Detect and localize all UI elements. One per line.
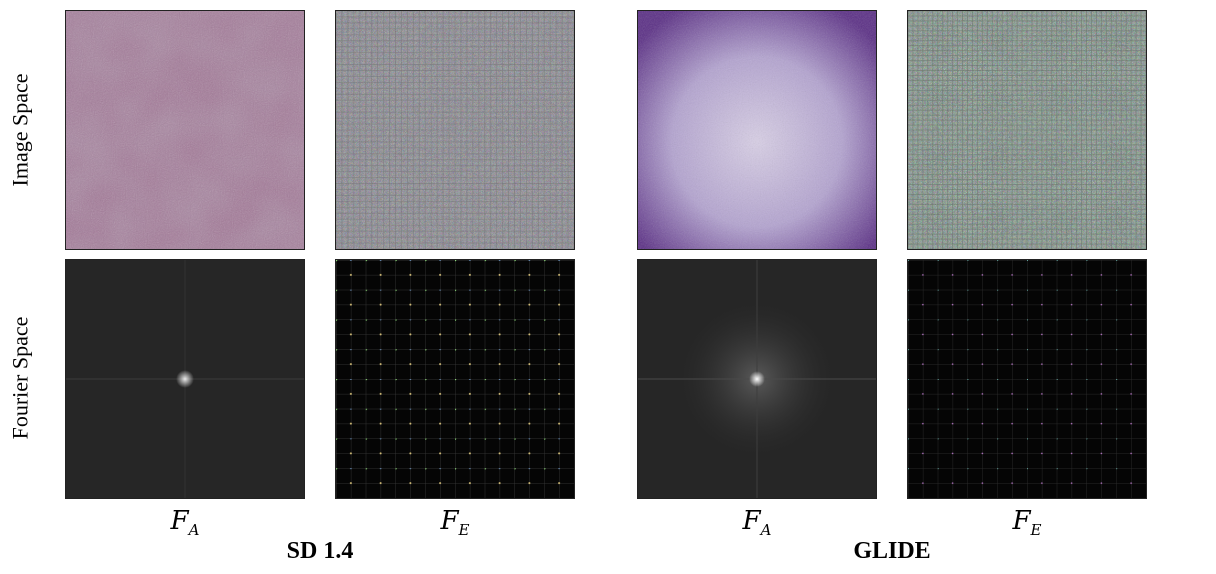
column-label-glide-fe: FE bbox=[1012, 506, 1042, 540]
glide-fourier-space-fa-panel bbox=[637, 259, 877, 499]
column-label-glide-fa: FA bbox=[742, 506, 772, 540]
sd-fourier-space-fa-panel bbox=[65, 259, 305, 499]
group-label-glide: GLIDE bbox=[853, 538, 931, 564]
sd-image-space-fe-panel bbox=[335, 10, 575, 250]
column-label-sd-fa: FA bbox=[170, 506, 200, 540]
glide-fourier-space-fe-panel bbox=[907, 259, 1147, 499]
sd-image-space-fa-panel bbox=[65, 10, 305, 250]
row-label-image-space: Image Space bbox=[7, 73, 32, 187]
group-label-sd: SD 1.4 bbox=[286, 538, 354, 564]
sd-fourier-space-fe-panel bbox=[335, 259, 575, 499]
glide-image-space-fe-panel bbox=[907, 10, 1147, 250]
row-label-fourier-space: Fourier Space bbox=[7, 316, 33, 440]
column-label-sd-fe: FE bbox=[440, 506, 470, 540]
glide-image-space-fa-panel bbox=[637, 10, 877, 250]
